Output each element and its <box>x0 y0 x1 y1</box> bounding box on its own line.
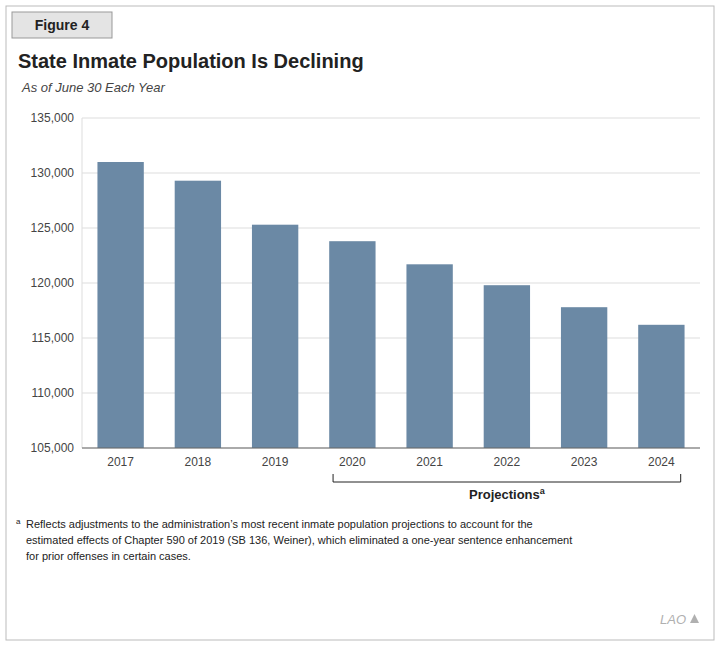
y-tick-label: 125,000 <box>31 221 75 235</box>
subtitle: As of June 30 Each Year <box>21 80 166 95</box>
note-mark: a <box>540 486 546 496</box>
x-tick-label: 2018 <box>185 455 212 469</box>
bar <box>252 225 298 448</box>
bar <box>561 307 607 448</box>
x-tick-label: 2024 <box>648 455 675 469</box>
x-tick-label: 2017 <box>107 455 134 469</box>
footnote-line: Reflects adjustments to the administrati… <box>26 518 533 530</box>
page-border <box>6 6 714 640</box>
figure-label-box <box>12 12 112 38</box>
x-tick-label: 2021 <box>416 455 443 469</box>
grid-line <box>82 173 700 174</box>
projection-bracket <box>333 474 681 482</box>
x-tick-label: 2020 <box>339 455 366 469</box>
bar <box>97 162 143 448</box>
x-tick-label: 2019 <box>262 455 289 469</box>
grid-line <box>82 448 700 449</box>
x-axis-line <box>82 448 700 449</box>
bracket-end <box>680 474 681 482</box>
watermark-icon <box>690 614 699 623</box>
chart-root: Figure 4 State Inmate Population Is Decli… <box>0 0 720 646</box>
y-axis: 105,000 110,000 115,000 120,000 125,000 130,0… <box>31 111 700 455</box>
y-tick-label: 115,000 <box>32 331 75 345</box>
figure-label: Figure 4 <box>35 17 90 33</box>
projection-label: Projectionsa <box>469 486 546 502</box>
y-axis-line <box>82 118 83 448</box>
y-tick-label: 110,000 <box>32 386 75 400</box>
bar <box>406 264 452 448</box>
title: State Inmate Population Is Declining <box>18 50 364 72</box>
footnote-line: for prior offenses in certain cases. <box>26 550 191 562</box>
footnote: Reflects adjustments to the administrati… <box>26 518 572 562</box>
bar <box>484 285 530 448</box>
bar <box>638 325 684 448</box>
x-tick-label: 2023 <box>571 455 598 469</box>
projection-text: Projections <box>469 487 540 502</box>
bars <box>97 162 684 448</box>
y-tick-label: 105,000 <box>31 441 75 455</box>
footnote-line: estimated effects of Chapter 590 of 2019… <box>26 534 572 546</box>
x-tick-label: 2022 <box>494 455 521 469</box>
y-tick-label: 130,000 <box>31 166 75 180</box>
bar <box>175 181 221 448</box>
x-axis: 2017 2018 2019 2020 2021 2022 2023 2024 <box>107 455 675 469</box>
bracket-line <box>333 482 681 483</box>
y-tick-label: 120,000 <box>31 276 75 290</box>
note-mark: a <box>16 517 21 526</box>
y-tick-label: 135,000 <box>31 111 75 125</box>
grid-line <box>82 118 700 119</box>
bracket-end <box>333 474 334 482</box>
watermark: LAO <box>660 612 686 627</box>
bar <box>329 241 375 448</box>
